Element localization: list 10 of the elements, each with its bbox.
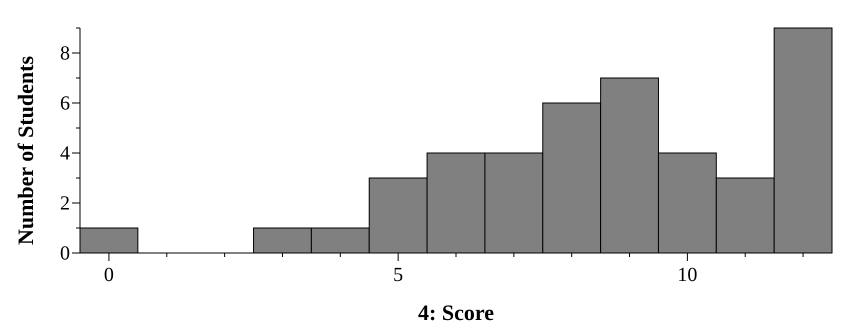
y-tick-label: 6: [60, 92, 70, 114]
y-tick-label: 0: [60, 242, 70, 264]
x-tick-label: 10: [677, 264, 698, 286]
x-tick-label: 5: [393, 264, 404, 286]
y-tick-label: 4: [60, 142, 70, 164]
x-tick-label: 0: [104, 264, 114, 286]
y-axis-title: Number of Students: [13, 56, 38, 246]
y-tick-label: 2: [60, 192, 70, 214]
y-tick-label: 8: [60, 42, 70, 64]
x-axis-title: 4: Score: [418, 300, 494, 325]
